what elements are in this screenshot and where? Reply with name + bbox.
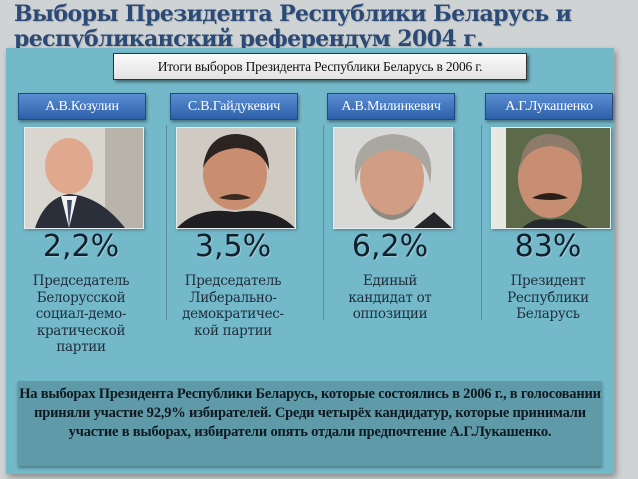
column-divider	[323, 125, 324, 320]
candidate-description: Председатель Белорусской социал-демо- кр…	[32, 273, 130, 355]
candidate-description: Председатель Либерально- демократичес- к…	[182, 273, 284, 339]
portrait-gaidukevich	[176, 127, 296, 229]
vote-percentage: 83%	[514, 229, 582, 264]
vote-percentage: 2,2%	[42, 229, 120, 264]
portrait-milinkevich	[333, 127, 453, 229]
candidate-card: С.В.Гайдукевич 3,5% Председатель Либерал…	[166, 93, 308, 373]
candidate-name-button[interactable]: А.В.Козулин	[18, 93, 146, 120]
subtitle-box: Итоги выборов Президента Республики Бела…	[113, 53, 527, 80]
candidate-card: А.Г.Лукашенко 83% Президент Республики Б…	[481, 93, 623, 373]
candidate-card: А.В.Козулин 2,2% Председатель Белорусско…	[18, 93, 156, 373]
page-title: Выборы Президента Республики Беларусь и …	[14, 1, 572, 52]
vote-percentage: 3,5%	[194, 229, 272, 264]
portrait-kozulin	[24, 127, 144, 229]
candidate-card: А.В.Милинкевич 6,2% Единый кандидат от о…	[323, 93, 465, 373]
candidate-name-button[interactable]: А.Г.Лукашенко	[485, 93, 613, 120]
candidate-name-button[interactable]: А.В.Милинкевич	[327, 93, 455, 120]
column-divider	[481, 125, 482, 320]
portrait-lukashenko	[491, 127, 611, 229]
candidate-description: Единый кандидат от оппозиции	[348, 273, 432, 322]
candidate-name-button[interactable]: С.В.Гайдукевич	[170, 93, 298, 120]
vote-percentage: 6,2%	[351, 229, 429, 264]
candidate-description: Президент Республики Беларусь	[507, 273, 589, 322]
column-divider	[166, 125, 167, 320]
summary-text: На выборах Президента Республики Беларус…	[18, 381, 602, 466]
